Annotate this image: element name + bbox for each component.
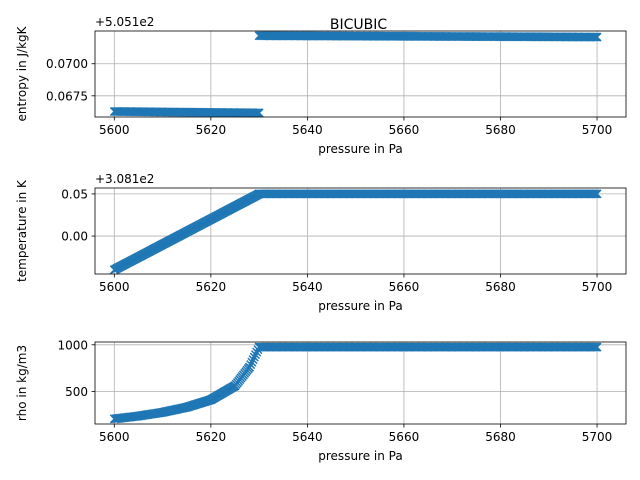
- subplot-2: 5600 5620 5640 5660 5680 5700 0.00 0.05 pressure…: [15, 172, 627, 313]
- x-tick-label: 5620: [196, 123, 227, 137]
- x-tick-label: 5600: [99, 430, 130, 444]
- data-point: [591, 32, 601, 42]
- chart-title: BICUBIC: [330, 17, 387, 33]
- x-tick-label: 5640: [292, 123, 323, 137]
- axes-frame: [94, 187, 627, 275]
- x-tick-label: 5700: [582, 123, 613, 137]
- data-point: [588, 189, 598, 199]
- y-axis-label: rho in kg/m3: [15, 345, 29, 421]
- data-point: [591, 342, 601, 352]
- x-axis-label: pressure in Pa: [318, 299, 402, 313]
- x-tick-label: 5680: [485, 430, 516, 444]
- axes-frame: [94, 341, 627, 425]
- y-offset-text: +5.051e2: [95, 15, 154, 29]
- data-point: [246, 360, 256, 370]
- y-tick-label: 0.0675: [46, 89, 88, 103]
- data-point: [590, 189, 600, 199]
- data-point: [254, 108, 264, 118]
- data-point: [247, 357, 257, 367]
- y-axis-label: entropy in J/kgK: [15, 25, 29, 121]
- y-tick-label: 1000: [57, 338, 88, 352]
- axes-frame: [94, 30, 627, 118]
- x-tick-label: 5620: [196, 430, 227, 444]
- data-point: [244, 362, 255, 372]
- x-tick-label: 5680: [485, 280, 516, 294]
- x-tick-label: 5660: [389, 123, 420, 137]
- y-tick-label: 0.05: [61, 187, 88, 201]
- data-point: [251, 108, 261, 118]
- data-point: [592, 32, 602, 42]
- x-tick-label: 5600: [99, 123, 130, 137]
- data-point: [250, 350, 261, 360]
- data-point: [591, 189, 601, 199]
- data-point: [590, 32, 600, 42]
- subplot-3: 5600 5620 5640 5660 5680 5700 500 1000 pressure …: [15, 338, 627, 463]
- y-offset-text: +3.081e2: [95, 172, 154, 186]
- subplot-1: 5600 5620 5640 5660 5680 5700 0.0675 0.0700 pres…: [15, 15, 627, 156]
- data-series: [109, 189, 602, 275]
- x-tick-label: 5700: [582, 430, 613, 444]
- data-point: [592, 189, 602, 199]
- y-tick-label: 500: [65, 385, 88, 399]
- x-tick-label: 5640: [292, 280, 323, 294]
- data-series: [109, 31, 602, 118]
- x-axis-label: pressure in Pa: [318, 142, 402, 156]
- data-point: [592, 342, 602, 352]
- data-series: [109, 342, 602, 424]
- x-tick-label: 5680: [485, 123, 516, 137]
- x-axis-label: pressure in Pa: [318, 449, 402, 463]
- data-point: [588, 342, 598, 352]
- data-point: [249, 352, 259, 362]
- y-tick-label: 0.0700: [46, 57, 88, 71]
- y-tick-label: 0.00: [61, 230, 88, 244]
- data-point: [588, 32, 598, 42]
- x-tick-label: 5600: [99, 280, 130, 294]
- x-tick-label: 5620: [196, 280, 227, 294]
- x-tick-label: 5660: [389, 280, 420, 294]
- x-tick-label: 5660: [389, 430, 420, 444]
- y-axis-label: temperature in K: [15, 179, 29, 282]
- data-point: [248, 355, 258, 365]
- x-tick-label: 5640: [292, 430, 323, 444]
- data-point: [590, 342, 600, 352]
- data-point: [252, 108, 262, 118]
- x-tick-label: 5700: [582, 280, 613, 294]
- data-point: [253, 108, 263, 118]
